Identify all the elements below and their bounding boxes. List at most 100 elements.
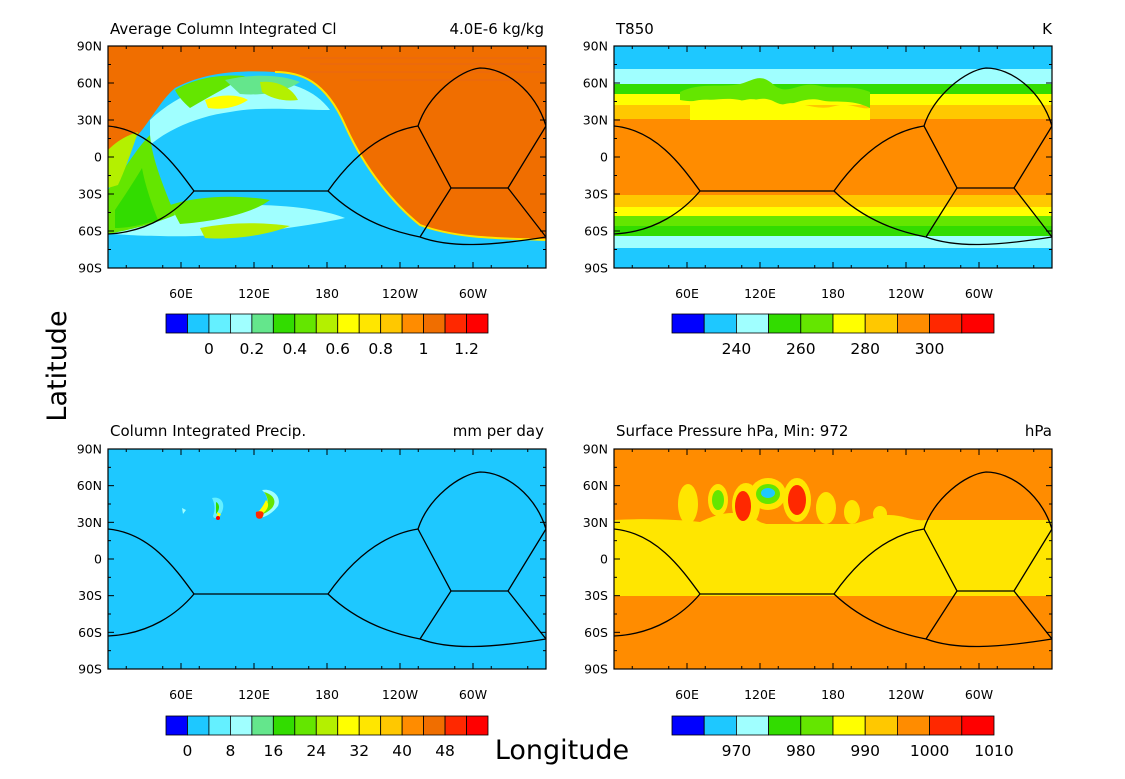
grid-overlay: [108, 471, 546, 648]
panel-units: hPa: [1025, 422, 1052, 440]
colorbar-swatch: [187, 313, 210, 334]
colorbar-label: 24: [306, 742, 326, 760]
colorbar-label: 1: [419, 340, 429, 358]
colorbar-swatch: [864, 715, 898, 736]
colorbar-label: 8: [225, 742, 235, 760]
colorbar-swatch: [800, 313, 834, 334]
lon-tick-label: 180: [315, 687, 339, 702]
lat-tick-label: 90N: [77, 442, 102, 457]
field-ps: [614, 449, 1052, 669]
lon-tick-label: 60W: [965, 286, 993, 301]
colorbar-swatch: [272, 715, 296, 736]
colorbar-swatch: [736, 715, 770, 736]
colorbar-swatch: [961, 313, 995, 334]
lat-tick-label: 60N: [583, 76, 608, 91]
colorbar-swatch: [165, 715, 188, 736]
colorbar-swatch: [294, 715, 317, 736]
colorbar-swatch: [444, 715, 467, 736]
lat-tick-label: 60S: [584, 224, 608, 239]
colorbar-label: 1000: [910, 742, 949, 760]
panel-units: mm per day: [453, 422, 544, 440]
colorbar-swatch: [929, 313, 963, 334]
colorbar-label: 970: [722, 742, 752, 760]
colorbar-label: 48: [435, 742, 455, 760]
colorbar-swatch: [337, 313, 360, 334]
colorbar-swatch: [187, 715, 210, 736]
panel-ps: Surface Pressure hPa, Min: 972 hPa: [613, 422, 1053, 670]
panel-units: 4.0E-6 kg/kg: [449, 20, 544, 38]
colorbar-swatch: [929, 715, 963, 736]
lon-tick-label: 120E: [744, 687, 776, 702]
colorbar-label: 40: [392, 742, 412, 760]
colorbar-swatch: [897, 313, 931, 334]
colorbar-swatch: [358, 313, 382, 334]
colorbar-label: 280: [850, 340, 880, 358]
colorbar-swatch: [315, 715, 339, 736]
lat-tick-label: 30S: [584, 187, 608, 202]
colorbar-label: 990: [850, 742, 880, 760]
field-t850: [614, 46, 1052, 268]
colorbar-swatch: [768, 715, 802, 736]
lat-tick-label: 30N: [583, 113, 608, 128]
colorbar-label: 1010: [974, 742, 1013, 760]
lat-tick-label: 60N: [77, 478, 102, 493]
lat-tick-label: 0: [600, 150, 608, 165]
lon-tick-label: 120W: [382, 286, 418, 301]
colorbar-label: 32: [349, 742, 369, 760]
axes-layer: 90N 60N 30N 0 30S 60S 90S 60E 120E 180 120W 60W 90N 6…: [77, 39, 1052, 702]
lat-tick-label: 90S: [78, 261, 102, 276]
lat-tick-label: 60N: [583, 478, 608, 493]
lat-tick-label: 30N: [77, 515, 102, 530]
colorbar-label: 0: [183, 742, 193, 760]
panel-title: Column Integrated Precip.: [110, 422, 306, 440]
colorbar-swatch: [671, 715, 705, 736]
grid-overlay: [614, 471, 1052, 648]
lon-tick-label: 180: [821, 286, 845, 301]
colorbar-swatch: [423, 715, 446, 736]
field-precip: [108, 449, 546, 669]
panel-units: K: [1042, 20, 1053, 38]
lat-tick-label: 30S: [584, 588, 608, 603]
colorbar-swatch: [444, 313, 467, 334]
colorbar-label: 240: [722, 340, 752, 358]
colorbar-swatch: [703, 715, 737, 736]
colorbar-swatch: [800, 715, 834, 736]
lon-tick-label: 120E: [744, 286, 776, 301]
panel-t850: T850 K: [613, 20, 1053, 269]
x-axis-label: Longitude: [495, 735, 629, 766]
lon-tick-label: 60W: [965, 687, 993, 702]
grid-overlay: [108, 67, 546, 246]
y-axis-label: Latitude: [42, 310, 73, 421]
colorbar-swatch: [380, 715, 403, 736]
colorbar-label: 0.4: [282, 340, 307, 358]
colorbar-swatch: [358, 715, 382, 736]
colorbar-swatch: [165, 313, 188, 334]
colorbar-swatch: [401, 313, 424, 334]
lat-tick-label: 0: [94, 552, 102, 567]
lon-tick-label: 120W: [888, 286, 924, 301]
colorbar-swatch: [294, 313, 317, 334]
colorbar-label: 980: [786, 742, 816, 760]
colorbar-swatch: [768, 313, 802, 334]
lon-tick-label: 180: [821, 687, 845, 702]
panel-title: Average Column Integrated Cl: [110, 20, 337, 38]
colorbar-label: 260: [786, 340, 816, 358]
colorbar-label: 0: [204, 340, 214, 358]
colorbar-label: 16: [263, 742, 283, 760]
lat-tick-label: 60S: [78, 224, 102, 239]
colorbar-label: 0.8: [368, 340, 393, 358]
grid-overlay: [614, 67, 1052, 246]
colorbar-swatch: [251, 313, 274, 334]
colorbar-swatch: [380, 313, 403, 334]
lon-tick-label: 60W: [459, 286, 487, 301]
lon-tick-label: 60E: [675, 687, 699, 702]
colorbar-label: 300: [915, 340, 945, 358]
lat-tick-label: 30S: [78, 187, 102, 202]
colorbar-swatch: [864, 313, 898, 334]
lat-tick-label: 60S: [78, 625, 102, 640]
lon-tick-label: 60W: [459, 687, 487, 702]
colorbar-swatch: [897, 715, 931, 736]
colorbar-swatch: [208, 313, 231, 334]
colorbar-swatch: [208, 715, 231, 736]
